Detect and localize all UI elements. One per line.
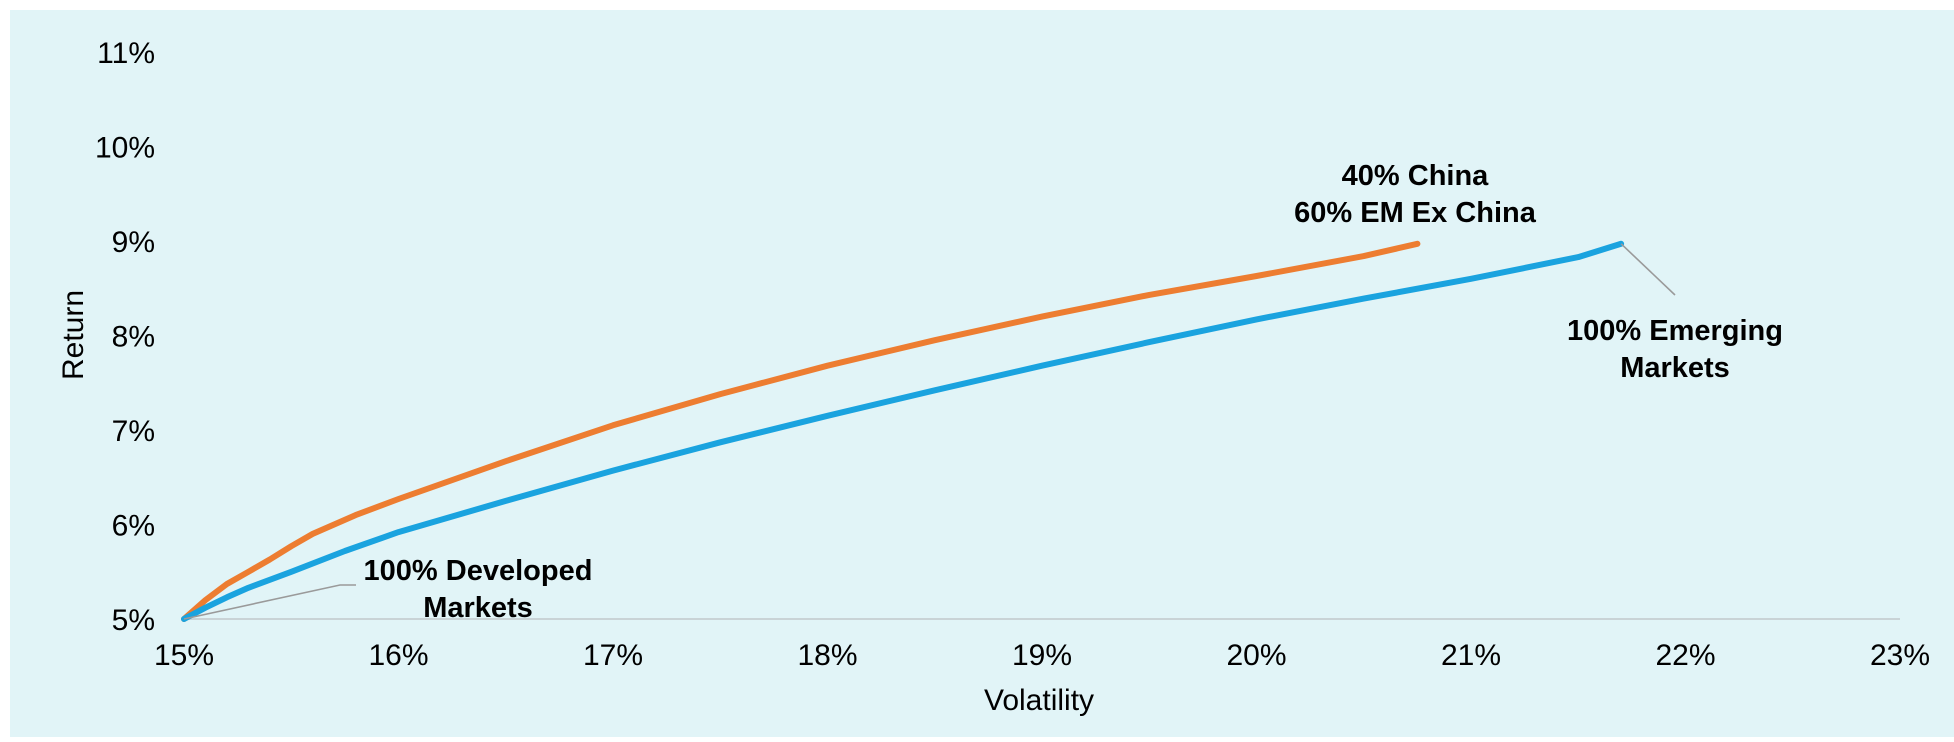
efficient-frontier-chart: 15% 16% 17% 18% 19% 20% 21% 22% 23% 5% 6% 7% 8% 9% 10%… bbox=[57, 37, 1930, 717]
annotation-label: 100% Developed bbox=[364, 555, 593, 587]
annotation-leader-line bbox=[183, 584, 356, 620]
annotation-layer: 40% China 60% EM Ex China 100% Emerging Mar… bbox=[183, 160, 1783, 624]
y-tick-label: 6% bbox=[112, 510, 155, 543]
series-line-2 bbox=[181, 240, 1625, 622]
y-tick-label: 8% bbox=[112, 321, 155, 354]
y-tick-label: 7% bbox=[112, 415, 155, 448]
annotation-label: 100% Emerging bbox=[1567, 315, 1783, 347]
x-tick-label: 22% bbox=[1655, 639, 1715, 672]
series-line-1 bbox=[181, 240, 1421, 622]
y-axis-title: Return bbox=[57, 290, 90, 380]
x-tick-label: 21% bbox=[1441, 639, 1501, 672]
annotation-label: Markets bbox=[423, 592, 533, 624]
x-tick-label: 23% bbox=[1870, 639, 1930, 672]
annotation-leader-line bbox=[1620, 243, 1676, 296]
x-tick-label: 15% bbox=[154, 639, 214, 672]
axes-layer: 15% 16% 17% 18% 19% 20% 21% 22% 23% 5% 6% 7% 8% 9% 10%… bbox=[95, 37, 1930, 672]
annotation-label: Markets bbox=[1620, 352, 1730, 384]
chart-container: 15% 16% 17% 18% 19% 20% 21% 22% 23% 5% 6% 7% 8% 9% 10%… bbox=[10, 10, 1954, 737]
x-tick-label: 16% bbox=[368, 639, 428, 672]
x-tick-label: 18% bbox=[797, 639, 857, 672]
annotation-label: 40% China bbox=[1342, 160, 1490, 192]
y-tick-label: 9% bbox=[112, 226, 155, 259]
x-tick-label: 20% bbox=[1226, 639, 1286, 672]
y-tick-label: 10% bbox=[95, 132, 155, 165]
series-layer bbox=[181, 240, 1625, 622]
x-tick-label: 19% bbox=[1012, 639, 1072, 672]
annotation-label: 60% EM Ex China bbox=[1294, 197, 1537, 229]
y-tick-label: 11% bbox=[97, 37, 155, 70]
x-tick-label: 17% bbox=[583, 639, 643, 672]
x-axis-title: Volatility bbox=[984, 684, 1094, 717]
y-tick-label: 5% bbox=[112, 604, 155, 637]
